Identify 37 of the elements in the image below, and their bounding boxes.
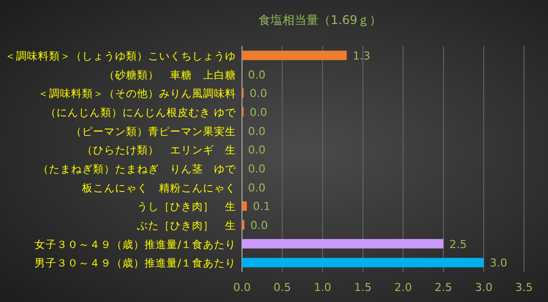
- x-tick-label: 0.0: [233, 281, 251, 294]
- x-tick-label: 3.5: [515, 281, 533, 294]
- bar: [242, 50, 347, 60]
- y-tick-label: 男子３０～４９（歳）推進量/１食あたり: [34, 256, 236, 270]
- y-tick-label: 女子３０～４９（歳）推進量/１食あたり: [34, 238, 236, 251]
- y-tick-label: うし［ひき肉］ 生: [137, 200, 236, 214]
- data-label: 0.0: [248, 181, 266, 194]
- y-tick-label: 板こんにゃく 精粉こんにゃく: [81, 182, 236, 194]
- x-tick-label: 1.0: [314, 281, 332, 294]
- data-label: 0.0: [248, 68, 266, 82]
- y-tick-label: （ひらたけ類） エリンギ 生: [82, 144, 236, 157]
- y-tick-label: （にんじん類）にんじん根皮むき ゆで: [46, 106, 237, 119]
- data-label: 0.0: [248, 162, 266, 176]
- bar: [242, 201, 247, 211]
- x-tick-label: 2.0: [394, 281, 412, 294]
- x-tick-label: 0.5: [274, 281, 292, 294]
- y-tick-label: （砂糖類） 車糖 上白糖: [104, 68, 236, 82]
- data-label: 0.1: [252, 200, 270, 214]
- bar: [242, 239, 444, 248]
- y-tick-label: ＜調味料類＞（しょうゆ類）こいくちしょうゆ: [5, 49, 236, 62]
- y-tick-label: （たまねぎ類）たまねぎ りん茎 ゆで: [38, 162, 237, 176]
- x-tick-label: 2.5: [434, 281, 452, 294]
- chart-title: 食塩相当量（1.69ｇ）: [258, 13, 382, 27]
- data-label: 3.0: [490, 256, 508, 270]
- y-tick-label: ＜調味料類＞（その他）みりん風調味料: [38, 87, 236, 100]
- data-label: 0.0: [250, 106, 268, 119]
- data-label: 0.0: [250, 87, 268, 100]
- bar: [242, 258, 484, 268]
- y-tick-label: （ピーマン類）青ピーマン果実生: [71, 124, 236, 138]
- data-label: 0.0: [248, 124, 266, 138]
- data-label: 1.3: [352, 49, 370, 62]
- data-label: 2.5: [449, 238, 467, 251]
- x-tick-label: 3.0: [474, 281, 492, 294]
- x-tick-label: 1.5: [354, 281, 372, 294]
- data-label: 0.0: [248, 144, 266, 157]
- y-tick-label: ぶた［ひき肉］ 生: [137, 218, 236, 232]
- data-label: 0.0: [250, 218, 268, 232]
